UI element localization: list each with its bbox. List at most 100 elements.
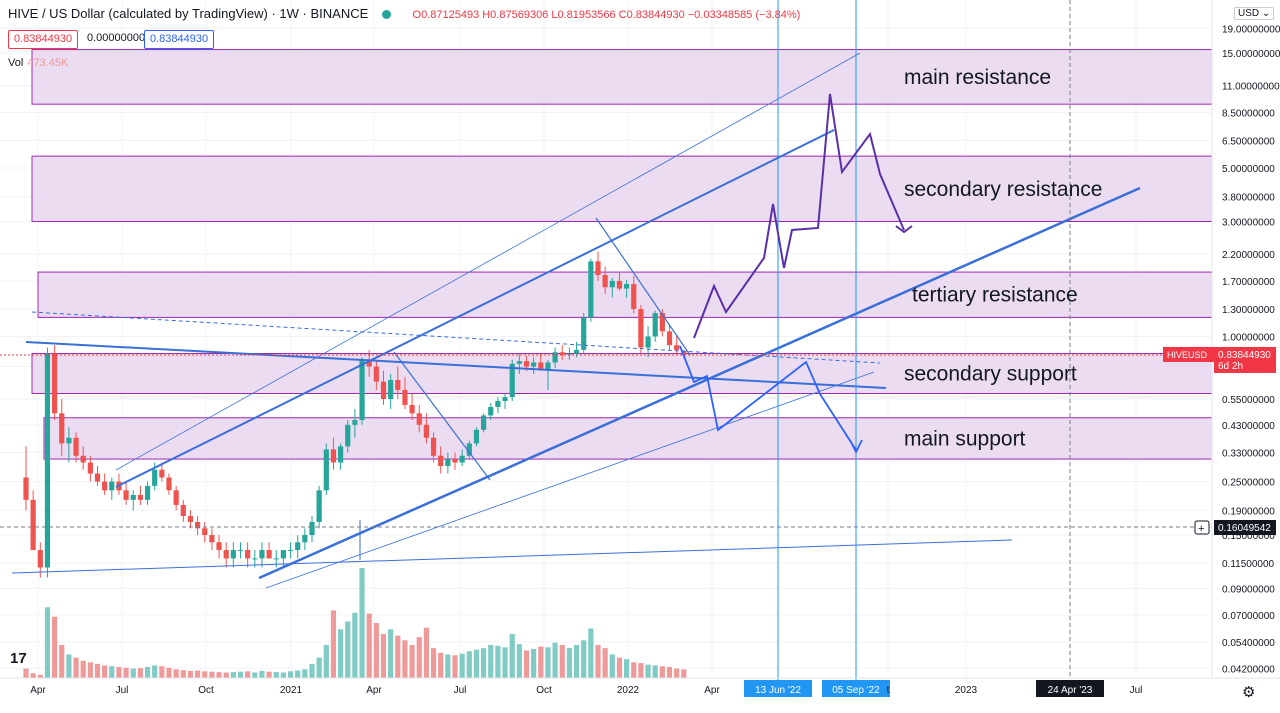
volume-bar [187,670,194,678]
volume-bar [166,667,172,678]
volume-bar [531,648,537,678]
lower-trend-line [265,371,875,589]
time-tick-label: Apr [30,685,46,696]
volume-bar [423,627,429,678]
candle-body [373,366,379,382]
bull-projection-arrowhead [895,225,913,234]
volume-bar [202,671,208,678]
volume-bar [445,654,451,678]
candle-body [330,449,337,463]
candle-body [223,550,229,559]
price-tick-label: 0.11500000 [1222,559,1275,570]
volume-bar [237,671,244,678]
time-tick-label: t [887,685,890,696]
candle-body [345,424,351,447]
volume-bar [223,672,229,678]
volume-bar [523,650,530,678]
volume-bar [602,648,608,678]
candle-body [416,413,422,425]
tradingview-logo-icon[interactable]: 17 [10,650,27,667]
volume-bar [495,645,501,678]
crosshair-price-bg [1214,520,1276,535]
volume-bar [395,635,401,678]
candles [23,251,687,578]
candle-body [509,363,515,398]
candle-body [681,351,687,355]
candle-body [566,353,572,355]
candle-body [573,349,580,354]
candle-body [323,449,329,491]
candle-body [230,550,236,559]
candle-body [445,459,451,467]
zone-rect [31,49,1213,105]
volume-bar [616,657,623,678]
candle-body [581,317,587,350]
candle-body [252,558,258,560]
down-trend-line [393,351,491,481]
candle-body [538,362,544,370]
candle-body [109,481,115,491]
volume-bar [538,646,544,678]
time-tick-label: 2021 [280,685,303,696]
candle-body [459,455,465,463]
time-tick-label: Apr [366,685,382,696]
volume-bar [595,645,601,678]
candle-body [495,400,501,407]
price-tick-label: 15.00000000 [1222,49,1280,60]
candle-body [366,359,372,367]
candle-body [137,494,143,500]
volume-bar [52,616,58,678]
time-marker-bg [1036,680,1104,697]
plus-icon: + [1198,523,1204,535]
price-tick-label: 0.05400000 [1222,638,1275,649]
zone-label: secondary resistance [904,178,1102,201]
candle-body [545,362,551,370]
volume-bar [573,645,580,678]
candle-body [616,280,623,289]
candle-body [395,379,401,390]
volume-bar [173,669,179,678]
currency-select[interactable]: USD ⌄ [1234,7,1275,20]
candle-body [144,485,151,500]
candle-body [166,477,172,491]
volume-bar [102,665,108,678]
candle-body [338,446,344,463]
candle-body [44,353,51,568]
buy-price-box[interactable]: 0.83844930 [144,30,215,49]
volume-bar [345,621,351,678]
candle-body [237,550,244,552]
chart-header: HIVE / US Dollar (calculated by TradingV… [8,6,800,21]
volume-bar [209,671,215,678]
volume-bar [137,668,143,678]
zone-label: tertiary resistance [912,284,1078,307]
sell-price-box[interactable]: 0.83844930 [8,30,79,49]
volume-bar [609,654,615,678]
down-trend-line-2 [595,217,691,356]
volume-bar [502,647,508,678]
candle-body [66,437,72,444]
candle-body [309,521,315,536]
zone-label: main support [904,427,1026,450]
volume-bar [287,671,294,678]
trend-drawings [0,0,1212,697]
candle-body [187,515,194,522]
currency-label: USD [1238,8,1260,19]
gear-icon[interactable]: ⚙ [1242,684,1256,701]
volume-bar [195,670,201,678]
candle-body [159,469,165,478]
volume-bar [388,629,394,678]
horizontal-trend-line [25,341,887,389]
price-tick-label: 3.00000000 [1222,217,1275,228]
candle-body [273,558,279,560]
volume-bar [309,663,315,678]
volume-bar [659,666,665,678]
volume-bar [73,657,79,678]
price-tick-label: 0.43000000 [1222,421,1275,432]
volume-bar [144,667,151,678]
price-tick-label: 0.15000000 [1222,531,1275,542]
symbol-title[interactable]: HIVE / US Dollar (calculated by TradingV… [8,6,369,21]
candle-body [602,274,608,288]
candle-body [23,477,29,500]
volume-bar [180,670,186,678]
